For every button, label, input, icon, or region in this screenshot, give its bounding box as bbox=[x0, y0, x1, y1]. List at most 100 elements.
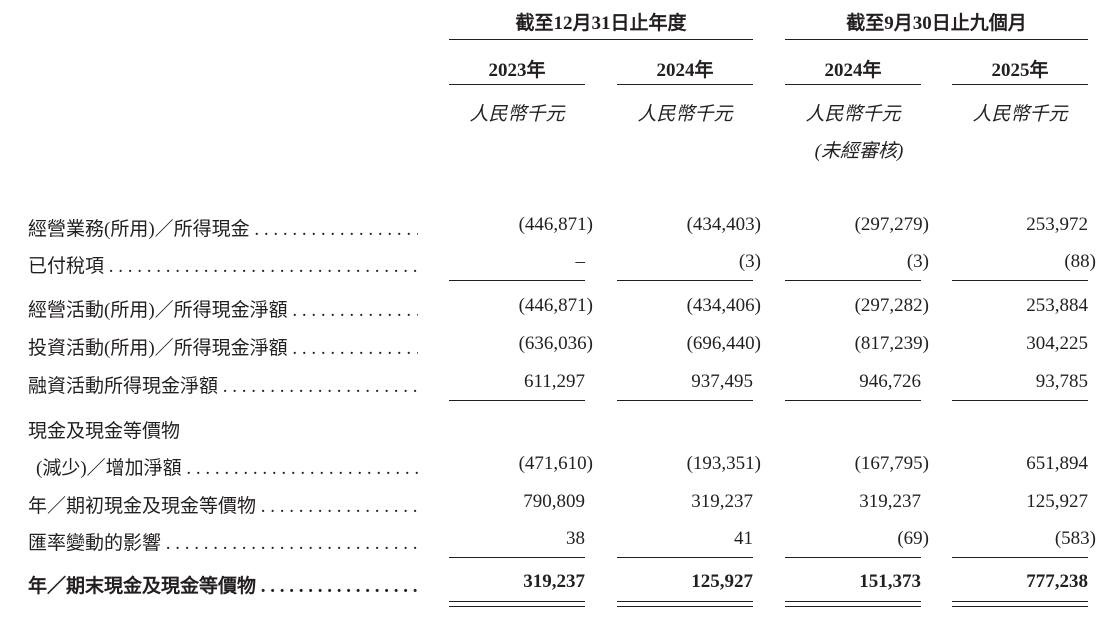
column-unit: 人民幣千元 bbox=[637, 104, 733, 125]
total-double-rule bbox=[449, 606, 585, 607]
dot-leader: . . . . . . . . . . . . . . . . . . . . … bbox=[260, 496, 418, 517]
column-year: 2024年 bbox=[824, 60, 882, 81]
cell-value: (193,351) bbox=[686, 453, 761, 474]
subtotal-rule bbox=[449, 280, 585, 281]
subtotal-rule bbox=[617, 400, 753, 401]
subtotal-rule bbox=[449, 400, 585, 401]
subtotal-rule bbox=[785, 400, 921, 401]
cell-value: (446,871) bbox=[518, 214, 593, 235]
cell-value: 790,809 bbox=[523, 491, 585, 512]
column-note: (未經審核) bbox=[814, 141, 904, 162]
cell-value: (471,610) bbox=[518, 453, 593, 474]
total-double-rule bbox=[617, 606, 753, 607]
subtotal-rule bbox=[617, 557, 753, 558]
row-label: 融資活動所得現金淨額 . . . . . . . . . . . . . . .… bbox=[28, 371, 418, 398]
cell-value: (636,036) bbox=[518, 333, 593, 354]
cell-value: (434,403) bbox=[686, 214, 761, 235]
column-year: 2025年 bbox=[991, 60, 1049, 81]
cell-value: 319,237 bbox=[523, 571, 585, 592]
dot-leader: . . . . . . . . . . . . . . . . . . . . … bbox=[108, 256, 418, 277]
row-label-text: 年／期末現金及現金等價物 bbox=[28, 576, 257, 597]
cell-value: (3) bbox=[906, 251, 929, 272]
cell-value: 151,373 bbox=[859, 571, 921, 592]
row-label-text: 現金及現金等價物 bbox=[28, 421, 181, 442]
cell-value: 946,726 bbox=[859, 371, 921, 392]
column-unit: 人民幣千元 bbox=[805, 104, 901, 125]
subtotal-rule bbox=[952, 557, 1088, 558]
row-label: 現金及現金等價物 bbox=[28, 416, 418, 443]
group-header-rule bbox=[449, 39, 753, 40]
row-label: 經營活動(所用)／所得現金淨額 . . . . . . . . . . . . … bbox=[28, 295, 418, 322]
dot-leader: . . . . . . . . . . . . . . . . . . . . … bbox=[165, 533, 418, 554]
dot-leader: . . . . . . . . . . . . . . . . . . . . … bbox=[222, 376, 418, 397]
cell-value: (297,282) bbox=[854, 295, 929, 316]
row-label-text: 已付稅項 bbox=[28, 256, 105, 277]
cell-value: (434,406) bbox=[686, 295, 761, 316]
dot-leader: . . . . . . . . . . . . . . . . . . . . … bbox=[186, 458, 418, 479]
subtotal-rule bbox=[785, 601, 921, 602]
cell-value: 125,927 bbox=[1026, 491, 1088, 512]
row-label: 已付稅項 . . . . . . . . . . . . . . . . . .… bbox=[28, 251, 418, 278]
column-unit: 人民幣千元 bbox=[972, 104, 1068, 125]
cell-value: (69) bbox=[897, 528, 929, 549]
column-year-rule bbox=[449, 84, 585, 85]
cell-value: 937,495 bbox=[691, 371, 753, 392]
row-label-text: 年／期初現金及現金等價物 bbox=[28, 496, 257, 517]
row-label-text: 經營業務(所用)／所得現金 bbox=[28, 219, 250, 240]
dot-leader: . . . . . . . . . . . . . . . . . . . . … bbox=[292, 300, 418, 321]
dot-leader: . . . . . . . . . . . . . . . . . . . . … bbox=[292, 338, 418, 359]
cell-value: 319,237 bbox=[859, 491, 921, 512]
row-label: 投資活動(所用)／所得現金淨額 . . . . . . . . . . . . … bbox=[28, 333, 418, 360]
cell-value: 38 bbox=[566, 528, 585, 549]
total-double-rule bbox=[785, 606, 921, 607]
column-year: 2023年 bbox=[488, 60, 546, 81]
cell-value: (88) bbox=[1064, 251, 1096, 272]
column-year-rule bbox=[785, 84, 921, 85]
group-header-rule bbox=[785, 39, 1088, 40]
cell-value: – bbox=[575, 251, 586, 272]
subtotal-rule bbox=[617, 601, 753, 602]
subtotal-rule bbox=[617, 280, 753, 281]
cell-value: (297,279) bbox=[854, 214, 929, 235]
cell-value: (817,239) bbox=[854, 333, 929, 354]
cell-value: 93,785 bbox=[1035, 371, 1088, 392]
subtotal-rule bbox=[785, 557, 921, 558]
column-year-rule bbox=[617, 84, 753, 85]
cell-value: 253,884 bbox=[1026, 295, 1088, 316]
column-year-rule bbox=[952, 84, 1088, 85]
column-unit: 人民幣千元 bbox=[469, 104, 565, 125]
cell-value: 651,894 bbox=[1026, 453, 1088, 474]
row-label: 匯率變動的影響 . . . . . . . . . . . . . . . . … bbox=[28, 528, 418, 555]
subtotal-rule bbox=[449, 557, 585, 558]
cell-value: 304,225 bbox=[1026, 333, 1088, 354]
row-label-text: (減少)／增加淨額 bbox=[36, 458, 182, 479]
group-header: 截至12月31日止年度 bbox=[515, 13, 687, 34]
dot-leader: . . . . . . . . . . . . . . . . . . . . … bbox=[254, 219, 418, 240]
dot-leader: . . . . . . . . . . . . . . . . . . . . … bbox=[260, 576, 418, 597]
cell-value: (3) bbox=[738, 251, 761, 272]
cell-value: 611,297 bbox=[523, 371, 585, 392]
column-year: 2024年 bbox=[656, 60, 714, 81]
cell-value: (696,440) bbox=[686, 333, 761, 354]
cell-value: 125,927 bbox=[691, 571, 753, 592]
cell-value: 777,238 bbox=[1026, 571, 1088, 592]
cell-value: 41 bbox=[734, 528, 753, 549]
subtotal-rule bbox=[449, 601, 585, 602]
cell-value: 319,237 bbox=[691, 491, 753, 512]
row-label: (減少)／增加淨額 . . . . . . . . . . . . . . . … bbox=[36, 453, 418, 480]
row-label-text: 經營活動(所用)／所得現金淨額 bbox=[28, 300, 288, 321]
row-label-text: 融資活動所得現金淨額 bbox=[28, 376, 219, 397]
subtotal-rule bbox=[785, 280, 921, 281]
cell-value: (446,871) bbox=[518, 295, 593, 316]
group-header: 截至9月30日止九個月 bbox=[846, 13, 1027, 34]
total-double-rule bbox=[952, 606, 1088, 607]
subtotal-rule bbox=[952, 601, 1088, 602]
cell-value: (167,795) bbox=[854, 453, 929, 474]
row-label: 年／期初現金及現金等價物 . . . . . . . . . . . . . .… bbox=[28, 491, 418, 518]
row-label-text: 匯率變動的影響 bbox=[28, 533, 162, 554]
subtotal-rule bbox=[952, 280, 1088, 281]
subtotal-rule bbox=[952, 400, 1088, 401]
row-label: 經營業務(所用)／所得現金 . . . . . . . . . . . . . … bbox=[28, 214, 418, 241]
cell-value: 253,972 bbox=[1026, 214, 1088, 235]
row-label: 年／期末現金及現金等價物 . . . . . . . . . . . . . .… bbox=[28, 571, 418, 598]
